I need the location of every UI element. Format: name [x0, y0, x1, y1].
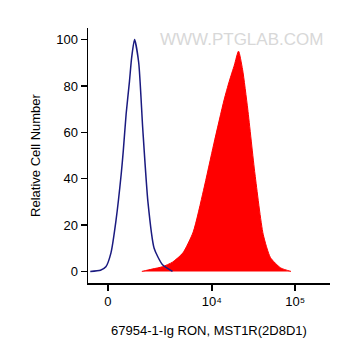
svg-text:10⁵: 10⁵ — [285, 294, 305, 309]
svg-text:WWW.PTGLAB.COM: WWW.PTGLAB.COM — [160, 30, 323, 49]
svg-text:40: 40 — [63, 171, 77, 186]
svg-text:67954-1-Ig RON, MST1R(2D8D1): 67954-1-Ig RON, MST1R(2D8D1) — [111, 323, 307, 338]
svg-text:Relative Cell Number: Relative Cell Number — [28, 93, 43, 216]
svg-text:100: 100 — [56, 32, 78, 47]
svg-text:0: 0 — [104, 294, 111, 309]
svg-text:80: 80 — [63, 79, 77, 94]
svg-text:60: 60 — [63, 125, 77, 140]
svg-text:20: 20 — [63, 218, 77, 233]
svg-text:0: 0 — [71, 264, 78, 279]
svg-text:10⁴: 10⁴ — [202, 294, 222, 309]
